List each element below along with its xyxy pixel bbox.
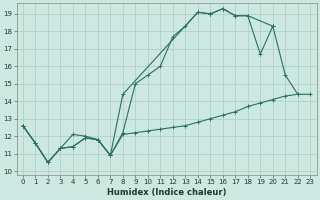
X-axis label: Humidex (Indice chaleur): Humidex (Indice chaleur) [107,188,226,197]
